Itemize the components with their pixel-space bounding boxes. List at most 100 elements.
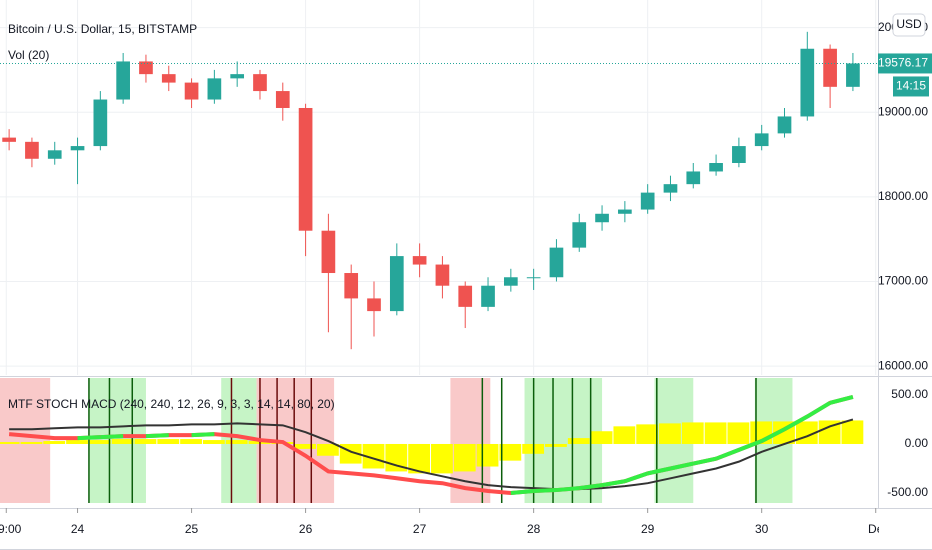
candle-body bbox=[435, 264, 450, 286]
candle-body bbox=[549, 247, 564, 278]
histogram-bar bbox=[111, 439, 134, 444]
histogram-bar bbox=[88, 440, 111, 444]
chart-title: Bitcoin / U.S. Dollar, 15, BITSTAMP bbox=[8, 22, 197, 36]
histogram-bar bbox=[316, 443, 339, 456]
indicator-rise-segment bbox=[100, 434, 124, 440]
histogram-bar bbox=[613, 426, 636, 444]
currency-label: USD bbox=[896, 17, 922, 31]
candle-body bbox=[481, 285, 495, 307]
candle-body bbox=[800, 48, 815, 117]
indicator-rise-segment bbox=[510, 489, 534, 495]
candle-body bbox=[709, 162, 723, 172]
histogram-bar bbox=[431, 443, 453, 474]
price-pane bbox=[0, 0, 878, 375]
candle-body bbox=[93, 99, 108, 147]
candle-body bbox=[663, 184, 678, 193]
candle-body bbox=[161, 74, 176, 83]
candle-body bbox=[640, 192, 655, 210]
candle-body bbox=[275, 91, 290, 108]
candle-body bbox=[503, 277, 518, 286]
candle-body bbox=[344, 273, 359, 299]
histogram-bar bbox=[408, 443, 431, 474]
y-tick-label: 19000.00 bbox=[878, 104, 928, 118]
histogram-bar bbox=[157, 439, 180, 444]
histogram-bar bbox=[659, 423, 681, 444]
indicator-rise-segment bbox=[77, 435, 101, 441]
candle-body bbox=[230, 74, 245, 79]
y-tick-label: -500.00 bbox=[887, 485, 928, 499]
last-price-label: 19576.17 bbox=[878, 56, 928, 70]
indicator-rise-segment bbox=[145, 433, 169, 439]
countdown-label: 14:15 bbox=[896, 79, 926, 93]
indicator-rise-segment bbox=[601, 479, 626, 488]
candle-body bbox=[139, 61, 153, 75]
currency-button[interactable] bbox=[892, 13, 926, 37]
x-tick-label: 30 bbox=[755, 522, 769, 536]
histogram-bar bbox=[476, 443, 499, 467]
x-tick-label: 29 bbox=[641, 522, 655, 536]
indicator-rise-segment bbox=[806, 401, 832, 419]
histogram-bar bbox=[180, 439, 202, 444]
histogram-bar bbox=[590, 431, 613, 444]
histogram-bar bbox=[43, 441, 66, 444]
histogram-bar bbox=[818, 420, 841, 444]
indicator-rise-segment bbox=[647, 466, 671, 476]
x-tick-label: 28 bbox=[527, 522, 541, 536]
x-tick-label: 27 bbox=[413, 522, 427, 536]
y-tick-label: 17000.00 bbox=[878, 274, 928, 288]
y-tick-label: 16000.00 bbox=[878, 358, 928, 372]
indicator-rise-segment bbox=[829, 394, 854, 405]
candle-body bbox=[458, 285, 473, 307]
y-tick-label: 0.00 bbox=[905, 436, 929, 450]
histogram-bar bbox=[0, 442, 20, 444]
indicator-rise-segment bbox=[670, 461, 694, 471]
candle-body bbox=[298, 107, 313, 231]
indicator-rise-segment bbox=[692, 456, 717, 466]
candle-body bbox=[2, 137, 16, 142]
candle-body bbox=[367, 298, 381, 312]
candle-body bbox=[686, 171, 701, 185]
indicator-rise-segment bbox=[760, 427, 786, 443]
candle-body bbox=[47, 150, 62, 159]
histogram-bar bbox=[294, 443, 316, 449]
histogram-bar bbox=[727, 422, 750, 444]
candle-body bbox=[116, 61, 130, 100]
histogram-bar bbox=[66, 440, 88, 444]
histogram-bar bbox=[636, 424, 659, 444]
indicator-rise-segment bbox=[533, 488, 557, 494]
candle-body bbox=[846, 63, 860, 87]
candle-body bbox=[777, 116, 792, 134]
indicator-rise-segment bbox=[191, 432, 215, 438]
candle-body bbox=[25, 141, 39, 159]
countdown-box bbox=[893, 76, 929, 97]
y-tick-label: 500.00 bbox=[891, 387, 928, 401]
indicator-line bbox=[9, 418, 854, 491]
candle-body bbox=[754, 133, 769, 147]
histogram-bar bbox=[499, 443, 522, 461]
candle-body bbox=[70, 146, 85, 151]
x-tick-label: 09:00 bbox=[0, 522, 22, 536]
histogram-bar bbox=[225, 440, 248, 444]
indicator-rise-segment bbox=[738, 439, 763, 452]
scale-mask bbox=[879, 509, 932, 549]
candle-body bbox=[732, 146, 746, 163]
last-price-box bbox=[878, 53, 932, 74]
candle-body bbox=[207, 78, 222, 100]
x-tick-label: 25 bbox=[185, 522, 199, 536]
candle-body bbox=[412, 256, 427, 265]
indicator-rise-segment bbox=[783, 414, 809, 432]
candle-body bbox=[572, 222, 587, 248]
histogram-bar bbox=[681, 422, 704, 444]
histogram-bar bbox=[134, 439, 157, 444]
x-tick-label: 26 bbox=[299, 522, 313, 536]
histogram-bar bbox=[20, 442, 43, 444]
histogram-bar bbox=[202, 440, 225, 444]
histogram-bar bbox=[567, 438, 590, 444]
histogram-bar bbox=[841, 420, 864, 444]
candle-body bbox=[595, 213, 609, 223]
candle-body bbox=[526, 277, 541, 279]
x-tick-label: 24 bbox=[71, 522, 85, 536]
histogram-bar bbox=[704, 422, 727, 444]
candle-body bbox=[823, 48, 837, 87]
